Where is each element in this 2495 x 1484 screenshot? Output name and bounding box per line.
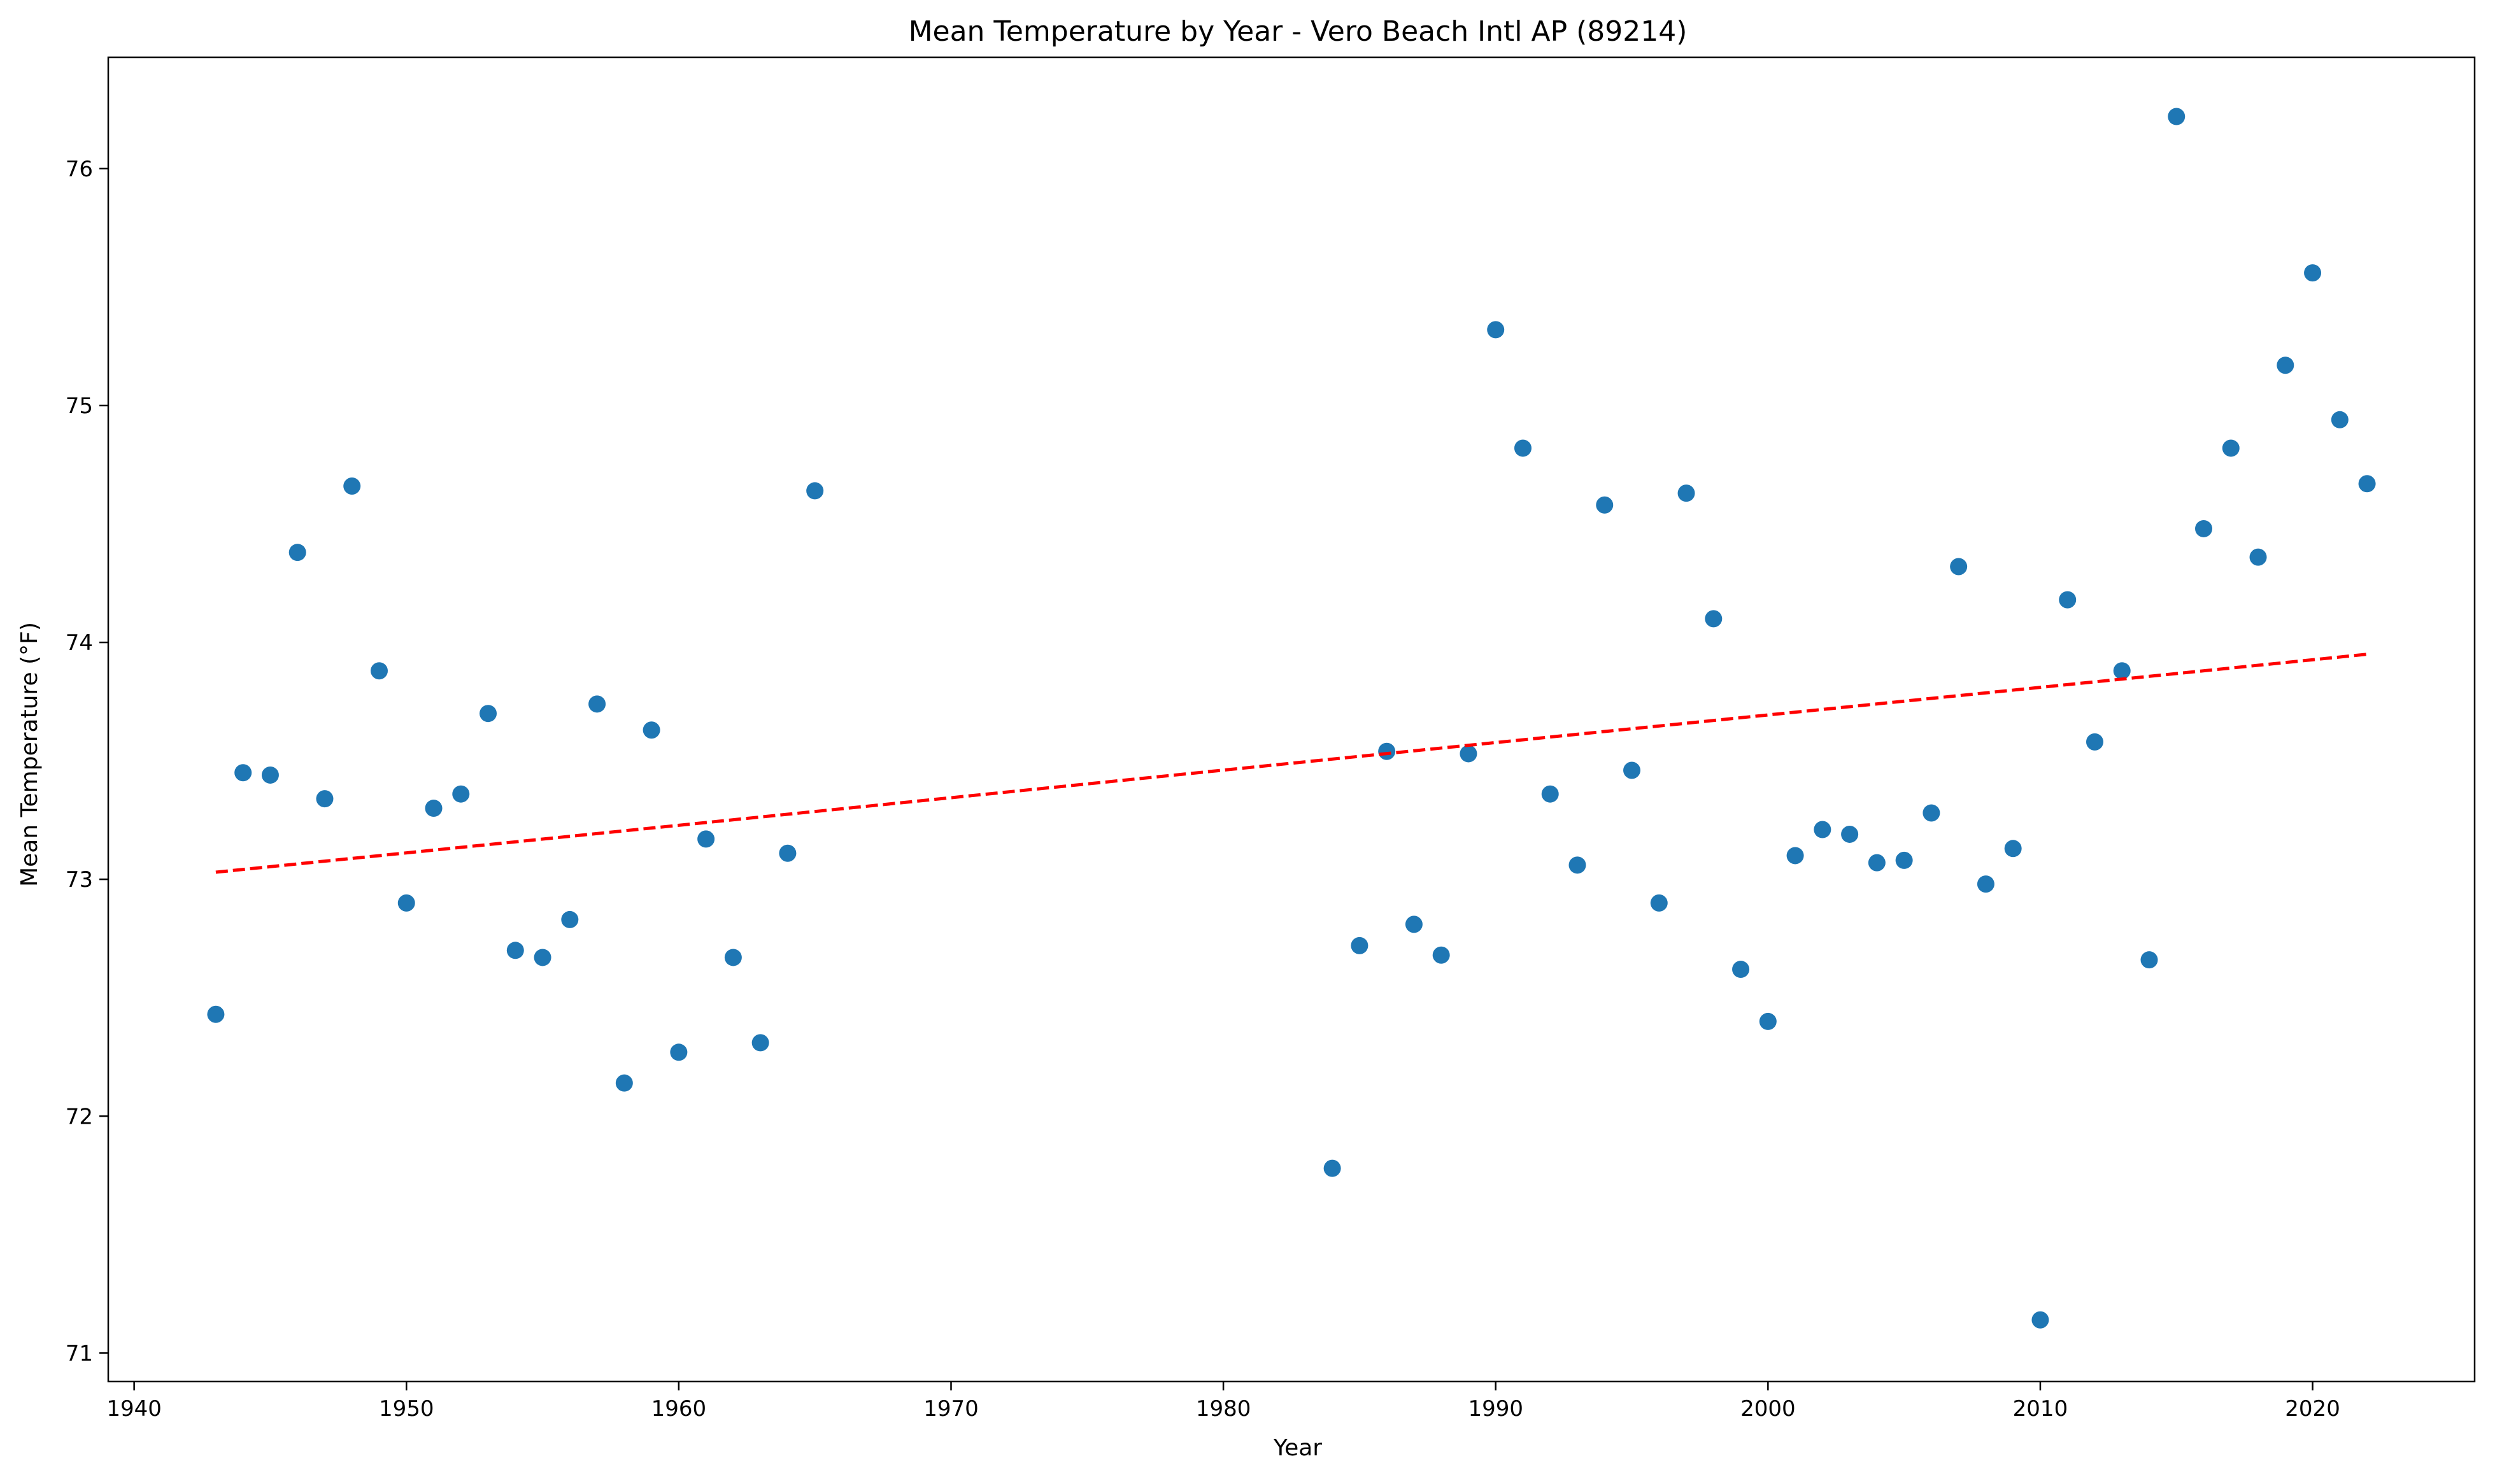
data-point [1705,610,1723,628]
data-point [697,830,715,848]
data-point [1351,936,1368,954]
data-point [670,1043,688,1061]
data-point [288,544,306,562]
data-point [1677,484,1695,502]
data-point [561,910,579,928]
data-point [1895,851,1913,869]
chart-title: Mean Temperature by Year - Vero Beach In… [909,15,1688,48]
data-point [534,949,551,966]
data-point [1786,847,1804,865]
data-point [1814,821,1831,838]
x-tick-label: 2010 [2013,1396,2068,1422]
data-point [1568,856,1586,874]
trendline [215,653,2368,874]
data-point [751,1034,769,1052]
y-axis-label: Mean Temperature (°F) [17,622,43,887]
data-point [643,721,660,739]
x-tick-label: 1980 [1196,1396,1251,1422]
y-tick-label: 73 [66,867,93,893]
data-point [1405,915,1423,933]
data-point [207,1005,225,1023]
data-point [506,942,524,959]
x-tick-label: 1940 [106,1396,162,1422]
data-point [480,705,497,723]
data-point [724,949,742,966]
x-tick-label: 1950 [379,1396,434,1422]
data-point [316,790,334,808]
data-point [2222,439,2240,457]
data-point [370,662,388,680]
y-tick-label: 72 [66,1104,93,1129]
data-point [2249,548,2267,566]
x-axis-ticks: 1940 1950 1960 1970 1980 1990 2000 2010 2020 [106,1382,2340,1422]
data-point [1596,496,1614,514]
data-point [1514,439,1532,457]
data-point [1923,804,1940,822]
y-axis-ticks: 71 72 73 74 75 76 [66,157,108,1366]
data-point [1759,1012,1777,1030]
data-point [2195,519,2213,537]
data-point [588,695,606,713]
data-point [1841,825,1859,843]
data-point [343,477,361,495]
data-point [2331,411,2349,428]
y-tick-label: 75 [66,393,93,419]
data-point [234,764,252,782]
data-point [2086,733,2103,751]
data-point [806,482,824,500]
x-tick-label: 1960 [651,1396,707,1422]
data-point [1432,946,1450,964]
data-point [1623,761,1641,779]
data-point [2113,662,2131,680]
data-point [1650,894,1668,912]
data-point [2304,264,2322,282]
data-point [1868,854,1886,872]
data-point [2140,951,2158,969]
x-tick-label: 2000 [1740,1396,1796,1422]
data-point [2031,1311,2049,1329]
data-point [1378,742,1396,760]
x-tick-label: 1990 [1468,1396,1523,1422]
x-tick-label: 2020 [2285,1396,2340,1422]
y-tick-label: 74 [66,630,93,656]
data-point [261,766,279,784]
x-tick-label: 1970 [923,1396,979,1422]
data-point [1950,558,1968,576]
y-tick-label: 71 [66,1341,93,1366]
x-axis-label: Year [1273,1435,1322,1461]
data-point [2277,357,2294,374]
data-point [397,894,415,912]
plot-area-frame [107,56,2476,1383]
data-point [779,844,797,862]
scatter-points [207,108,2376,1329]
data-point [1487,321,1505,339]
data-point [425,800,443,817]
data-point [2059,591,2077,609]
data-point [1323,1159,1341,1177]
data-point [1541,785,1559,803]
trendline-group [215,653,2368,874]
data-point [1460,745,1477,763]
data-point [2004,840,2022,858]
data-point [615,1074,633,1092]
y-tick-label: 76 [66,157,93,182]
data-point [2168,108,2186,125]
data-point [452,785,470,803]
data-point [1732,961,1750,979]
data-point [2358,475,2376,493]
data-point [1977,875,1994,893]
